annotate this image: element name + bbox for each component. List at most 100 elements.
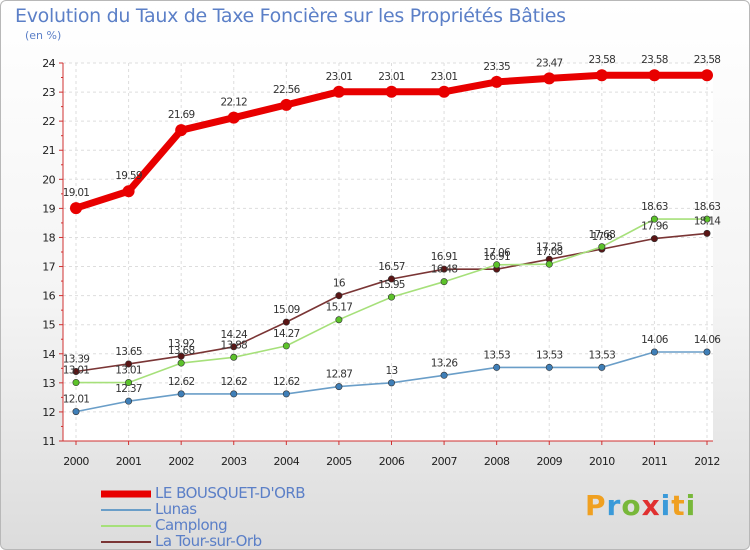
series-point-0 [438,85,451,98]
series-point-3 [72,368,80,376]
data-label-2: 17.06 [483,247,511,259]
data-label-0: 22.56 [273,84,301,96]
series-point-2 [440,278,448,286]
brand-logo: Proxiti [585,489,696,522]
data-label-0: 23.58 [694,54,721,66]
y-tick-label: 21 [42,144,55,157]
y-tick-label: 24 [42,57,55,70]
series-point-1 [598,363,606,371]
series-point-0 [122,185,135,198]
data-label-0: 23.47 [536,57,563,69]
data-label-2: 18.63 [694,201,721,213]
y-tick-label: 19 [42,202,55,215]
legend-item-la-tour-sur-orb: La Tour-sur-Orb [101,532,401,549]
series-point-2 [387,293,395,301]
series-point-3 [650,235,658,243]
data-label-1: 12.37 [115,383,142,395]
data-label-1: 13.26 [431,357,459,369]
series-point-1 [650,348,658,356]
data-label-0: 23.35 [483,61,510,73]
x-tick-label: 2012 [694,455,720,468]
data-label-1: 12.62 [168,376,195,388]
series-point-2 [493,261,501,269]
data-label-2: 13.68 [168,345,195,357]
data-label-1: 13.53 [536,349,563,361]
y-tick-label: 22 [42,115,55,128]
series-point-3 [125,360,133,368]
y-tick-label: 23 [42,86,55,99]
series-point-2 [177,359,185,367]
brand-letter: i [685,489,697,522]
data-label-3: 16.91 [483,251,510,263]
series-point-0 [227,111,240,124]
data-label-0: 23.58 [589,54,616,66]
data-label-3: 17.25 [536,241,563,253]
series-point-2 [230,353,238,361]
series-point-1 [545,363,553,371]
legend-label: LE BOUSQUET-D'ORB [155,484,306,502]
data-label-2: 17.68 [589,229,616,241]
data-label-2: 17.08 [536,246,563,258]
series-point-1 [440,371,448,379]
series-group [70,69,713,416]
data-label-2: 18.63 [641,201,668,213]
legend: LE BOUSQUET-D'ORB Lunas Camplong La Tour… [101,484,401,549]
data-label-0: 22.12 [220,97,247,109]
data-label-0: 21.69 [168,109,195,121]
y-axis-unit-label: (en %) [25,29,62,42]
brand-letter: P [585,489,607,522]
x-tick-label: 2008 [484,455,510,468]
data-label-1: 12.01 [63,394,90,406]
data-label-0: 19.59 [115,170,142,182]
data-label-3: 15.09 [273,304,300,316]
brand-letter: o [621,489,642,522]
plot-background [63,63,713,441]
data-label-0: 23.01 [326,71,353,83]
brand-letter: x [641,489,661,522]
series-point-0 [332,85,345,98]
x-tick-label: 2002 [168,455,194,468]
data-label-1: 12.62 [220,376,247,388]
series-point-0 [648,69,661,82]
series-point-1 [335,383,343,391]
data-label-3: 13.39 [63,354,90,366]
x-tick-label: 2006 [379,455,405,468]
line-chart: 11 12 13 14 15 16 17 18 19 20 21 22 23 24 2000 2001 2002… [42,54,722,468]
series-point-1 [493,363,501,371]
series-point-2 [125,379,133,387]
data-label-2: 14.27 [273,328,300,340]
series-point-0 [490,75,503,88]
data-label-0: 23.01 [378,71,405,83]
series-point-1 [72,408,80,416]
data-label-3: 17.6 [592,231,614,243]
data-label-0: 23.01 [431,71,458,83]
data-labels: 19.01 19.59 21.69 22.12 22.56 23.01 23.01 23.01… [63,54,722,405]
data-label-1: 12.87 [326,369,353,381]
x-tick-label: 2001 [116,455,142,468]
series-point-0 [280,98,293,111]
series-point-0 [175,124,188,137]
x-tick-label: 2009 [536,455,562,468]
series-point-2 [282,342,290,350]
x-tick-label: 2000 [63,455,89,468]
chart-title: Evolution du Taux de Taxe Foncière sur l… [15,5,566,27]
x-tick-label: 2010 [589,455,615,468]
series-point-1 [282,390,290,398]
series-point-3 [282,318,290,326]
data-label-3: 18.14 [694,215,722,227]
grid [63,62,713,442]
series-point-1 [125,397,133,405]
series-point-0 [701,69,713,82]
data-label-1: 14.06 [694,334,722,346]
data-label-2: 13.88 [220,339,247,351]
legend-label: Lunas [155,500,197,518]
series-point-0 [595,69,608,82]
data-label-1: 13.53 [483,349,510,361]
data-label-2: 16.48 [431,264,458,276]
data-label-3: 14.24 [220,329,248,341]
y-tick-label: 20 [42,173,55,186]
x-tick-label: 2004 [274,455,300,468]
data-label-2: 13.01 [63,365,90,377]
legend-swatch [101,525,151,527]
